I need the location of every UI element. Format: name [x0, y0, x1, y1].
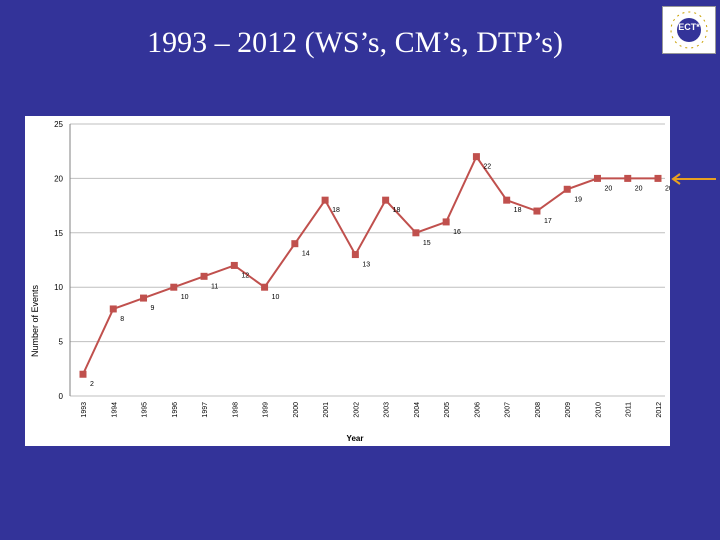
- data-point: [321, 196, 329, 204]
- x-tick-label: 2005: [444, 402, 451, 418]
- data-label: 20: [604, 185, 612, 192]
- data-label: 11: [211, 283, 218, 290]
- data-label: 19: [574, 196, 582, 203]
- x-tick-label: 1999: [263, 402, 270, 418]
- data-label: 12: [241, 272, 249, 279]
- data-label: 17: [544, 218, 552, 225]
- data-point: [472, 153, 480, 161]
- data-point: [351, 251, 359, 259]
- data-label: 2: [90, 381, 94, 388]
- x-tick-label: 1997: [202, 402, 209, 418]
- pointer-arrow-icon: [671, 173, 716, 185]
- x-tick-label: 2007: [505, 402, 512, 418]
- data-label: 18: [514, 207, 522, 214]
- data-point: [503, 196, 511, 204]
- x-tick-label: 1996: [172, 402, 179, 418]
- data-point: [442, 218, 450, 226]
- x-axis-label: Year: [347, 434, 364, 443]
- data-label: 22: [483, 164, 491, 171]
- data-points: [79, 153, 662, 378]
- data-point: [624, 174, 632, 182]
- x-tick-label: 2006: [474, 402, 481, 418]
- x-tick-label: 2000: [293, 402, 300, 418]
- x-tick-label: 2012: [656, 402, 663, 418]
- data-point: [533, 207, 541, 215]
- data-point: [291, 240, 299, 248]
- data-point: [140, 294, 148, 302]
- x-tick-label: 2003: [384, 402, 391, 418]
- ect-logo: ECT*: [662, 6, 716, 54]
- data-label: 9: [151, 305, 155, 312]
- y-tick-label: 0: [59, 392, 64, 401]
- x-tick-label: 2011: [626, 402, 633, 417]
- x-tick-label: 1995: [142, 402, 149, 418]
- data-label: 10: [272, 294, 280, 301]
- x-tick-label: 2002: [353, 402, 360, 418]
- data-label: 18: [393, 207, 401, 214]
- data-point: [593, 174, 601, 182]
- y-tick-label: 5: [59, 338, 64, 347]
- logo-stars-icon: [670, 11, 708, 49]
- data-label: 10: [181, 294, 189, 301]
- data-point: [382, 196, 390, 204]
- y-axis-label: Number of Events: [30, 284, 40, 357]
- slide-title: 1993 – 2012 (WS’s, CM’s, DTP’s): [147, 26, 563, 59]
- data-point: [412, 229, 420, 237]
- x-tick-label: 1993: [81, 402, 88, 418]
- data-point: [230, 261, 238, 269]
- data-point: [563, 185, 571, 193]
- grid-lines: [69, 123, 665, 397]
- data-label: 16: [453, 229, 461, 236]
- chart-panel: 0 5 10 15 20 25 1993 1994 1995 1996 1997 1998 1999 2…: [25, 116, 673, 446]
- data-point: [654, 174, 662, 182]
- data-label: 13: [362, 262, 370, 269]
- x-tick-label: 1994: [111, 402, 118, 418]
- data-labels: 2 8 9 10 11 12 10 14 18 13 18 15 16 22 18 17 19 20 20 20: [90, 164, 673, 389]
- x-tick-label: 2008: [535, 402, 542, 418]
- data-point: [79, 370, 87, 378]
- data-label: 15: [423, 240, 431, 247]
- x-tick-label: 2009: [565, 402, 572, 418]
- logo-text: ECT*: [678, 22, 700, 32]
- y-tick-labels: 0 5 10 15 20 25: [54, 120, 63, 401]
- data-point: [200, 272, 208, 280]
- data-label: 18: [332, 207, 340, 214]
- data-point: [261, 283, 269, 291]
- data-label: 14: [302, 251, 310, 258]
- y-tick-label: 10: [54, 283, 63, 292]
- series-line-path: [82, 154, 658, 375]
- y-tick-label: 20: [54, 174, 63, 183]
- data-point: [170, 283, 178, 291]
- data-label: 20: [665, 185, 670, 192]
- series-line: [82, 154, 658, 375]
- x-tick-label: 2010: [595, 402, 602, 418]
- y-tick-label: 25: [54, 120, 63, 129]
- data-label: 8: [120, 316, 124, 323]
- x-tick-label: 1998: [232, 402, 239, 418]
- x-tick-labels: 1993 1994 1995 1996 1997 1998 1999 2000 2001 2002…: [81, 402, 663, 418]
- x-tick-label: 2001: [323, 402, 330, 418]
- data-point: [109, 305, 117, 313]
- data-label: 20: [635, 185, 643, 192]
- y-tick-label: 15: [54, 229, 63, 238]
- x-tick-label: 2004: [414, 402, 421, 418]
